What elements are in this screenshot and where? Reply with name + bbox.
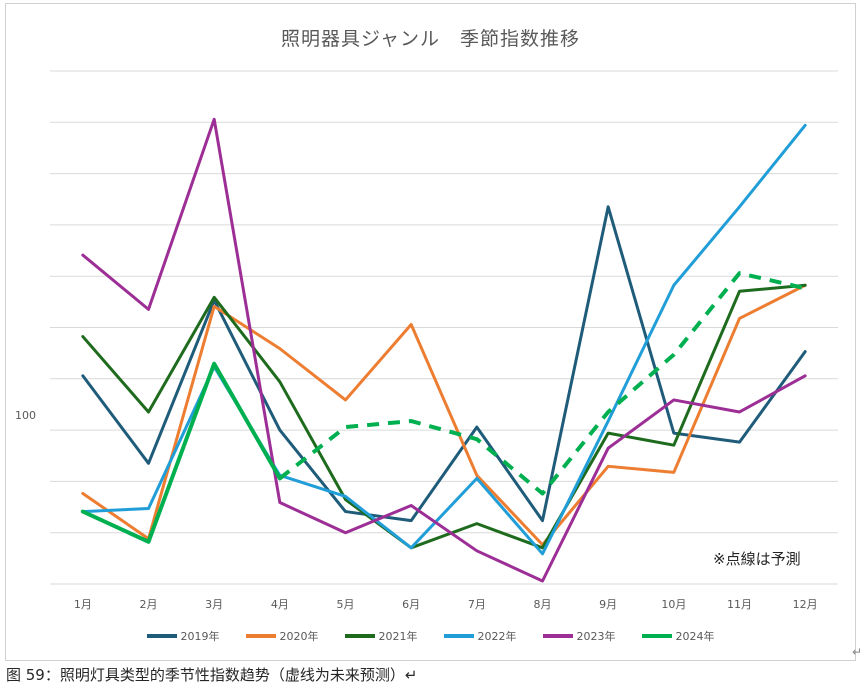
series-line [81, 205, 807, 523]
legend-swatch [542, 634, 573, 638]
legend-item: 2024年 [641, 628, 715, 644]
legend-item: 2021年 [344, 628, 418, 644]
chart-legend: 2019年 2020年 2021年 2022年 2023年 2024年 [6, 628, 855, 644]
figure-caption: 图 59：照明灯具类型的季节性指数趋势（虚线为未来预测）↵ [6, 666, 418, 684]
series-line [80, 361, 282, 544]
legend-label: 2021年 [378, 630, 418, 643]
x-tick-label: 9月 [599, 598, 617, 611]
legend-label: 2020年 [279, 630, 319, 643]
legend-label: 2023年 [576, 630, 616, 643]
x-tick-label: 10月 [661, 598, 686, 611]
forecast-line [278, 271, 806, 496]
y-tick-label: 100 [15, 409, 36, 422]
legend-swatch [146, 634, 177, 638]
x-tick-label: 5月 [337, 598, 355, 611]
series-line [81, 283, 807, 547]
x-tick-label: 8月 [534, 598, 552, 611]
legend-label: 2024年 [675, 630, 715, 643]
legend-label: 2022年 [477, 630, 517, 643]
legend-swatch [344, 634, 375, 638]
legend-swatch [443, 634, 474, 638]
series-line [81, 283, 807, 550]
x-tick-label: 1月 [74, 598, 92, 611]
legend-item: 2023年 [542, 628, 616, 644]
x-tick-label: 3月 [205, 598, 223, 611]
return-mark: ↵ [852, 645, 863, 659]
x-tick-label: 2月 [140, 598, 158, 611]
series-line [81, 117, 807, 583]
x-tick-label: 12月 [793, 598, 818, 611]
x-tick-label: 6月 [402, 598, 420, 611]
chart-plot: 100 1月 2月 3月 4月 5月 6月 7月 8月 9月 10月 11月 12月 [15, 70, 838, 611]
x-tick-label: 11月 [727, 598, 752, 611]
legend-item: 2020年 [245, 628, 319, 644]
x-tick-label: 4月 [271, 598, 289, 611]
legend-item: 2022年 [443, 628, 517, 644]
legend-label: 2019年 [180, 630, 220, 643]
legend-swatch [245, 634, 276, 638]
x-tick-label: 7月 [468, 598, 486, 611]
chart-title: 照明器具ジャンル 季節指数推移 [280, 28, 581, 50]
chart-frame: 照明器具ジャンル 季節指数推移 100 1月 2月 3月 4月 5月 6月 7月 8月 9月 10月… [5, 3, 856, 661]
legend-item: 2019年 [146, 628, 220, 644]
forecast-note: ※点線は予測 [713, 550, 801, 568]
legend-swatch [641, 634, 672, 638]
